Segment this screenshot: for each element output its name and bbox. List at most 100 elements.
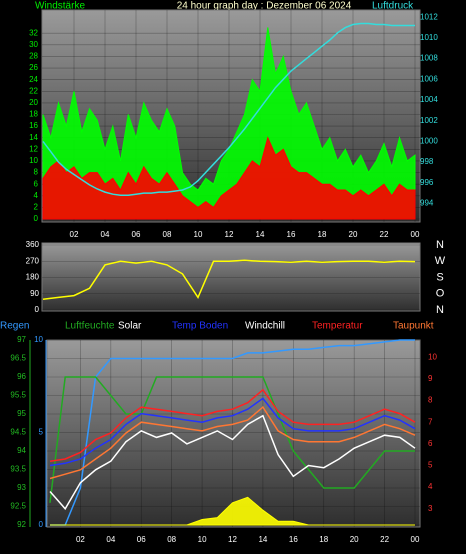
y-tick-label: 2 bbox=[34, 202, 39, 211]
legend-entry: Windchill bbox=[245, 321, 285, 332]
y-tick-label: 96 bbox=[17, 372, 26, 381]
series-line bbox=[42, 259, 416, 300]
y-tick-label: 30 bbox=[29, 40, 38, 49]
x-tick-label: 04 bbox=[106, 535, 115, 544]
y2-tick-label: O bbox=[436, 288, 445, 300]
y2-tick-label: 7 bbox=[428, 417, 433, 426]
y2-tick-label: 994 bbox=[420, 199, 434, 208]
series-line bbox=[49, 397, 416, 467]
y-tick-label: 32 bbox=[29, 28, 38, 37]
y3-tick-label: 0 bbox=[39, 520, 44, 529]
plot-background bbox=[41, 242, 421, 312]
x-tick-label: 00 bbox=[411, 230, 420, 239]
y2-tick-label: 1008 bbox=[420, 54, 438, 63]
x-tick-label: 10 bbox=[194, 230, 203, 239]
y2-tick-label: W bbox=[435, 255, 446, 267]
y-tick-label: 92 bbox=[17, 520, 26, 529]
y-tick-label: 90 bbox=[30, 289, 39, 298]
y3-tick-label: 5 bbox=[39, 428, 44, 437]
y-tick-label: 96.5 bbox=[10, 354, 26, 363]
y-tick-label: 270 bbox=[26, 256, 40, 265]
legend-entry: Regen bbox=[0, 321, 29, 332]
x-tick-label: 04 bbox=[101, 230, 110, 239]
y2-tick-label: 1000 bbox=[420, 137, 438, 146]
y2-tick-label: 1010 bbox=[420, 33, 438, 42]
y2-tick-label: 5 bbox=[428, 461, 433, 470]
x-tick-label: 02 bbox=[76, 535, 85, 544]
x-tick-label: 12 bbox=[225, 230, 234, 239]
y-tick-label: 95 bbox=[17, 409, 26, 418]
y2-tick-label: 998 bbox=[420, 157, 434, 166]
y-tick-label: 0 bbox=[34, 214, 39, 223]
y2-tick-label: 10 bbox=[428, 352, 437, 361]
x-tick-label: 12 bbox=[228, 535, 237, 544]
x-tick-label: 20 bbox=[349, 230, 358, 239]
series-line bbox=[50, 339, 415, 526]
y-axis-label: Windstärke bbox=[35, 1, 85, 12]
y2-tick-label: 6 bbox=[428, 439, 433, 448]
y-tick-label: 12 bbox=[29, 144, 38, 153]
legend-entry: Luftfeuchte bbox=[65, 321, 115, 332]
y2-tick-label: 8 bbox=[428, 396, 433, 405]
y-tick-label: 16 bbox=[29, 121, 38, 130]
y-tick-label: 20 bbox=[29, 98, 38, 107]
x-tick-label: 06 bbox=[132, 230, 141, 239]
y-tick-label: 0 bbox=[35, 305, 40, 314]
x-tick-label: 02 bbox=[70, 230, 79, 239]
y-tick-label: 14 bbox=[29, 133, 38, 142]
legend-entry: Temperatur bbox=[312, 321, 363, 332]
y-tick-label: 93.5 bbox=[10, 465, 26, 474]
legend-entry: Temp Boden bbox=[172, 321, 228, 332]
series-line bbox=[49, 388, 416, 462]
y-tick-label: 360 bbox=[26, 240, 40, 249]
legend-entry: Solar bbox=[118, 321, 142, 332]
x-tick-label: 18 bbox=[319, 535, 328, 544]
y-tick-label: 26 bbox=[29, 63, 38, 72]
y2-tick-label: N bbox=[436, 304, 444, 316]
y-tick-label: 97 bbox=[17, 335, 26, 344]
x-tick-label: 00 bbox=[411, 535, 420, 544]
series-line bbox=[49, 414, 416, 511]
x-tick-label: 08 bbox=[167, 535, 176, 544]
series-area bbox=[50, 496, 415, 526]
y2-tick-label: 1004 bbox=[420, 95, 438, 104]
series-area bbox=[42, 136, 416, 220]
legend-entry: Taupunkt bbox=[393, 321, 434, 332]
y-tick-label: 93 bbox=[17, 483, 26, 492]
y-tick-label: 94 bbox=[17, 446, 26, 455]
x-tick-label: 18 bbox=[318, 230, 327, 239]
y3-tick-label: 10 bbox=[34, 335, 43, 344]
y-tick-label: 24 bbox=[29, 75, 38, 84]
chart-title: 24 hour graph day : Dezember 06 2024 bbox=[177, 1, 352, 12]
series-line bbox=[49, 405, 416, 480]
y-tick-label: 4 bbox=[34, 191, 39, 200]
y2-tick-label: 1012 bbox=[420, 12, 438, 21]
y-tick-label: 95.5 bbox=[10, 391, 26, 400]
y-tick-label: 8 bbox=[34, 168, 39, 177]
y2-tick-label: 9 bbox=[428, 374, 433, 383]
series-line bbox=[49, 376, 415, 503]
series-area bbox=[42, 27, 416, 220]
y-tick-label: 6 bbox=[34, 179, 39, 188]
y-tick-label: 18 bbox=[29, 110, 38, 119]
x-tick-label: 06 bbox=[137, 535, 146, 544]
y2-tick-label: 3 bbox=[428, 504, 433, 513]
y2-tick-label: N bbox=[436, 239, 444, 251]
y2-tick-label: S bbox=[436, 271, 443, 283]
x-tick-label: 10 bbox=[198, 535, 207, 544]
y2-tick-label: 1002 bbox=[420, 116, 438, 125]
x-tick-label: 16 bbox=[289, 535, 298, 544]
y2-tick-label: 1006 bbox=[420, 74, 438, 83]
y-tick-label: 22 bbox=[29, 86, 38, 95]
y-tick-label: 10 bbox=[29, 156, 38, 165]
y2-axis-label: Luftdruck bbox=[372, 1, 414, 12]
x-tick-label: 08 bbox=[163, 230, 172, 239]
y2-tick-label: 996 bbox=[420, 178, 434, 187]
x-tick-label: 16 bbox=[287, 230, 296, 239]
series-line bbox=[42, 22, 415, 196]
x-tick-label: 14 bbox=[258, 535, 267, 544]
y-tick-label: 180 bbox=[26, 273, 40, 282]
x-tick-label: 22 bbox=[380, 230, 389, 239]
y-tick-label: 28 bbox=[29, 52, 38, 61]
